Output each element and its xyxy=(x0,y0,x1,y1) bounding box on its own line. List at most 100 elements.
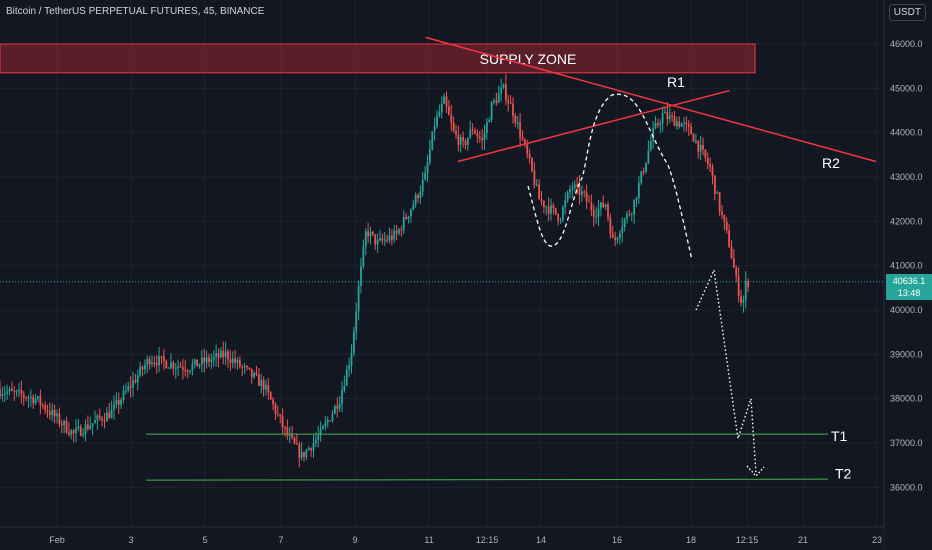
candle-body xyxy=(744,281,747,300)
candle-body xyxy=(8,388,11,392)
candle-body xyxy=(300,452,303,458)
candle-body xyxy=(53,409,56,417)
candle-body xyxy=(215,353,218,357)
candle-body xyxy=(22,394,25,398)
candle-body xyxy=(362,246,365,267)
candle-body xyxy=(369,231,372,237)
candle-body xyxy=(200,357,203,365)
candle-body xyxy=(737,276,740,297)
candle-body xyxy=(322,426,324,429)
candle-body xyxy=(101,418,104,421)
candle-body xyxy=(265,385,267,390)
candle-body xyxy=(151,362,153,365)
candle-body xyxy=(357,285,360,312)
candle-body xyxy=(98,415,101,419)
supply-zone-box xyxy=(0,43,756,74)
t2-label: T2 xyxy=(835,466,852,482)
candle-body xyxy=(160,356,163,358)
candle-body xyxy=(668,115,671,119)
candle-body xyxy=(533,170,536,186)
candles xyxy=(0,74,750,468)
candle-body xyxy=(231,358,234,363)
candle-body xyxy=(3,393,6,395)
candle-body xyxy=(224,351,227,357)
candle-body xyxy=(56,413,58,417)
candle-body xyxy=(288,434,291,436)
candle-body xyxy=(124,390,127,392)
candle-body xyxy=(647,150,650,163)
candle-body xyxy=(134,380,137,383)
candle-body xyxy=(317,435,320,440)
candle-body xyxy=(483,133,486,141)
candle-body xyxy=(683,122,685,124)
candle-body xyxy=(704,149,707,158)
last-price-value: 40636.1 xyxy=(892,276,926,286)
candle-body xyxy=(747,281,750,287)
candle-body xyxy=(509,103,512,105)
time-tick-label: 18 xyxy=(686,535,696,545)
candle-body xyxy=(314,439,317,443)
candle-body xyxy=(621,227,624,234)
candle-body xyxy=(122,390,125,400)
time-tick-label: 11 xyxy=(424,535,433,545)
candle-body xyxy=(730,246,733,259)
time-tick-label: 9 xyxy=(352,535,357,545)
time-axis[interactable]: Feb 3 5 7 9 11 12:15 14 16 18 12:15 21 23 xyxy=(0,526,884,550)
candle-body xyxy=(459,137,462,145)
candle-body xyxy=(345,369,348,386)
candle-body xyxy=(75,428,77,434)
time-tick-label: 16 xyxy=(612,535,622,545)
candle-body xyxy=(599,202,602,209)
candle-body xyxy=(685,122,688,125)
candle-body xyxy=(395,230,398,234)
candle-body xyxy=(538,184,541,200)
candle-body xyxy=(402,217,405,231)
candle-body xyxy=(666,111,669,119)
candle-body xyxy=(355,311,358,332)
candle-body xyxy=(234,358,237,363)
candle-body xyxy=(716,192,719,194)
candle-body xyxy=(246,366,248,368)
candle-body xyxy=(360,266,362,286)
candle-body xyxy=(623,219,626,228)
candle-body xyxy=(205,357,208,363)
candle-body xyxy=(319,428,322,436)
candle-body xyxy=(649,141,652,151)
candle-body xyxy=(108,412,111,418)
candle-body xyxy=(210,359,213,362)
candle-body xyxy=(181,367,184,370)
candle-body xyxy=(198,364,201,367)
candle-body xyxy=(257,374,260,386)
candle-body xyxy=(554,207,557,214)
supply-zone-label: SUPPLY ZONE xyxy=(480,51,577,67)
candle-body xyxy=(129,386,132,388)
candle-body xyxy=(310,448,313,451)
currency-button[interactable]: USDT xyxy=(888,4,926,21)
candle-body xyxy=(343,385,346,391)
time-axis-background xyxy=(0,527,884,550)
candle-body xyxy=(450,114,453,123)
candle-body xyxy=(82,434,85,436)
t1-label: T1 xyxy=(831,428,848,444)
candle-body xyxy=(255,373,258,375)
time-tick-label: Feb xyxy=(49,535,65,545)
candle-body xyxy=(654,123,657,128)
candle-body xyxy=(336,405,339,409)
candle-body xyxy=(191,364,194,371)
candle-body xyxy=(86,424,89,429)
candle-body xyxy=(279,414,282,417)
candle-body xyxy=(333,405,336,414)
supply-zone: SUPPLY ZONE xyxy=(0,43,756,74)
candle-body xyxy=(431,131,434,150)
candle-body xyxy=(445,96,448,107)
candle-body xyxy=(713,175,716,194)
candle-body xyxy=(493,100,495,103)
candle-body xyxy=(10,388,13,391)
candle-body xyxy=(58,413,61,424)
candle-body xyxy=(250,368,253,377)
candle-body xyxy=(516,122,519,124)
candle-body xyxy=(588,201,590,203)
candle-body xyxy=(65,420,68,433)
candle-body xyxy=(590,202,593,211)
